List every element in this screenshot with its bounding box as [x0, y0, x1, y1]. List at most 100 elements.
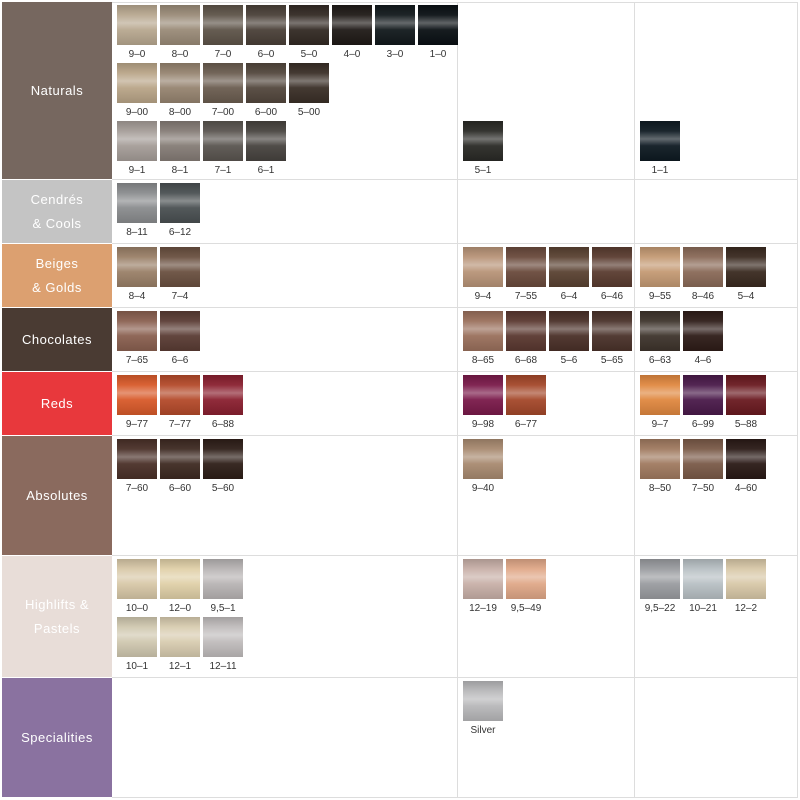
swatch [592, 311, 632, 351]
swatch-code: 5–4 [737, 291, 755, 302]
swatch [592, 247, 632, 287]
label-line: Chocolates [21, 331, 93, 347]
swatch-code: 7–1 [214, 165, 232, 176]
cell [458, 436, 635, 556]
swatch [683, 247, 723, 287]
swatch-code: 6–4 [560, 291, 578, 302]
swatch [117, 311, 157, 351]
swatch [246, 121, 286, 161]
swatch-code: 9–55 [648, 291, 672, 302]
swatch-code: 5–60 [211, 483, 235, 494]
swatch-code: 9,5–22 [644, 603, 676, 614]
swatch [160, 121, 200, 161]
swatch-code: 9–40 [471, 483, 495, 494]
cell [112, 244, 458, 308]
label-line: Reds [40, 395, 74, 411]
swatch [640, 439, 680, 479]
swatch [640, 121, 680, 161]
row-label: Highlifts & Pastels [2, 556, 112, 678]
swatch [160, 375, 200, 415]
cell [458, 180, 635, 244]
swatch [117, 5, 157, 45]
cell [458, 372, 635, 436]
swatch [726, 439, 766, 479]
label-line: Absolutes [26, 487, 88, 503]
cell [635, 556, 798, 678]
swatch-code: 7–77 [168, 419, 192, 430]
swatch [246, 5, 286, 45]
swatch-code: 12–11 [209, 661, 237, 672]
swatch-code: 7–50 [691, 483, 715, 494]
swatch [640, 559, 680, 599]
swatch-code: 6–88 [211, 419, 235, 430]
swatch-code: 8–50 [648, 483, 672, 494]
swatch [549, 311, 589, 351]
swatch-code: 9–0 [128, 49, 146, 60]
swatch-code: 9–7 [651, 419, 669, 430]
cell [112, 436, 458, 556]
swatch-code: 8–11 [126, 227, 148, 238]
swatch-code: 7–4 [171, 291, 189, 302]
swatch-code: 4–6 [694, 355, 712, 366]
label-line: Specialities [21, 729, 93, 745]
swatch-code: 5–88 [734, 419, 758, 430]
swatch [160, 439, 200, 479]
label-line: Highlifts & [24, 596, 90, 612]
swatch [463, 311, 503, 351]
swatch [160, 617, 200, 657]
swatch-code: 6–77 [514, 419, 538, 430]
swatch-code: 6–1 [257, 165, 275, 176]
label-line: Beiges [35, 255, 79, 271]
swatch-code: 10–0 [125, 603, 149, 614]
swatch-code: 8–65 [471, 355, 495, 366]
swatch [203, 439, 243, 479]
swatch-code: 6–6 [171, 355, 189, 366]
swatch-code: 8–46 [691, 291, 715, 302]
swatch-code: 3–0 [386, 49, 404, 60]
swatch-code: 1–0 [429, 49, 447, 60]
swatch-code: 4–60 [734, 483, 758, 494]
swatch [506, 311, 546, 351]
swatch [549, 247, 589, 287]
swatch [640, 375, 680, 415]
swatch [418, 5, 458, 45]
swatch [160, 183, 200, 223]
swatch [375, 5, 415, 45]
swatch [506, 559, 546, 599]
row-label: Beiges & Golds [2, 244, 112, 308]
swatch-code: 8–1 [171, 165, 189, 176]
row-label: Chocolates [2, 308, 112, 372]
swatch-code: 12–1 [168, 661, 192, 672]
swatch [683, 559, 723, 599]
swatch [117, 247, 157, 287]
cell [458, 308, 635, 372]
swatch [246, 63, 286, 103]
swatch [640, 247, 680, 287]
swatch-code: 5–6 [560, 355, 578, 366]
swatch [726, 247, 766, 287]
cell [112, 678, 458, 798]
swatch-code: 6–46 [600, 291, 624, 302]
swatch [117, 183, 157, 223]
swatch [117, 121, 157, 161]
row-label: Reds [2, 372, 112, 436]
cell [112, 180, 458, 244]
swatch-code: 6–0 [257, 49, 275, 60]
swatch [463, 681, 503, 721]
swatch [117, 63, 157, 103]
row-label: Specialities [2, 678, 112, 798]
swatch-code: 7–00 [211, 107, 235, 118]
swatch-code: Silver [470, 725, 496, 736]
swatch [203, 63, 243, 103]
swatch [726, 375, 766, 415]
swatch-code: 9,5–49 [510, 603, 542, 614]
swatch-code: 5–00 [297, 107, 321, 118]
cell [635, 2, 798, 180]
swatch-code: 6–00 [254, 107, 278, 118]
cell [635, 372, 798, 436]
swatch [506, 375, 546, 415]
swatch [332, 5, 372, 45]
swatch-code: 9–77 [125, 419, 149, 430]
row-label: Absolutes [2, 436, 112, 556]
swatch [203, 121, 243, 161]
